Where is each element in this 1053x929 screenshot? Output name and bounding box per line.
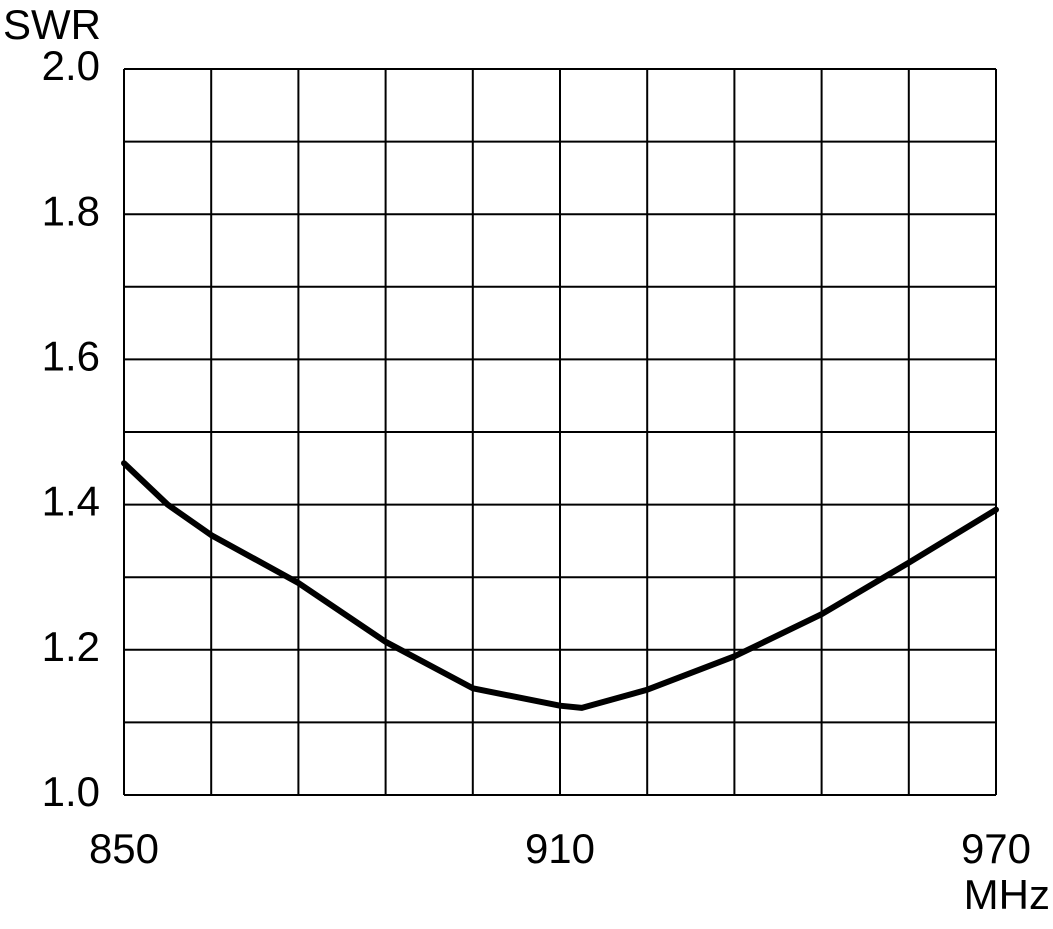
y-axis-label: SWR [3, 1, 101, 48]
x-tick-label: 970 [961, 825, 1031, 872]
y-tick-label: 1.4 [42, 478, 100, 525]
y-tick-label: 1.0 [42, 768, 100, 815]
x-tick-label: 850 [89, 825, 159, 872]
x-tick-label: 910 [525, 825, 595, 872]
x-axis-label: MHz [964, 871, 1050, 918]
y-tick-label: 1.6 [42, 332, 100, 379]
data-line [121, 460, 999, 711]
y-tick-label: 1.2 [42, 623, 100, 670]
y-tick-label: 1.8 [42, 187, 100, 234]
y-tick-label: 2.0 [42, 42, 100, 89]
